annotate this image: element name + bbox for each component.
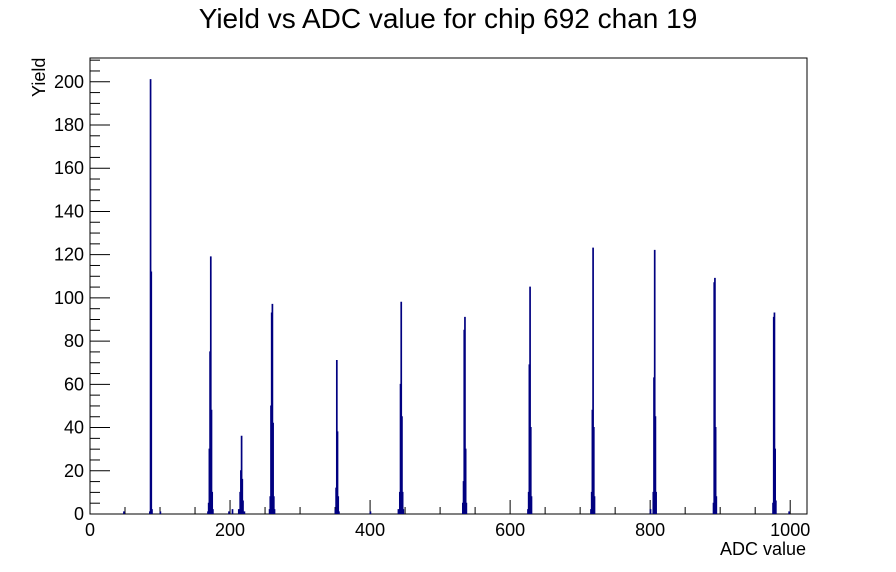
x-tick-label: 600 [495, 520, 525, 540]
chart-title: Yield vs ADC value for chip 692 chan 19 [199, 3, 698, 34]
histogram-bin [336, 431, 339, 514]
histogram-bin [150, 271, 153, 514]
y-axis-title: Yield [29, 58, 49, 97]
y-tick-label: 100 [54, 288, 84, 308]
y-tick-label: 180 [54, 115, 84, 135]
histogram-bin [654, 416, 657, 514]
histogram-bin [337, 496, 340, 514]
histogram-bin [464, 316, 466, 514]
histogram-bin [211, 491, 214, 514]
x-axis-title: ADC value [720, 539, 806, 559]
histogram-bin [272, 422, 274, 514]
x-tick-label: 0 [85, 520, 95, 540]
histogram-bin [529, 427, 532, 514]
y-tick-label: 80 [64, 331, 84, 351]
histogram-bin [241, 478, 244, 514]
histogram-bin [592, 247, 594, 514]
histogram-bin [231, 509, 234, 514]
histogram-bin [397, 509, 400, 514]
histogram-bin [774, 448, 776, 514]
histogram-bin [530, 496, 533, 514]
histogram-bin [465, 502, 468, 514]
y-axis: 0 20 40 60 80 100 120 140 160 180 200 [54, 59, 110, 524]
histogram-bin [210, 409, 213, 514]
histogram-bin [369, 511, 372, 514]
histogram-series [123, 79, 790, 514]
y-tick-label: 40 [64, 418, 84, 438]
histogram-bin [237, 509, 240, 514]
histogram-bin [209, 256, 212, 514]
histogram-bin [401, 491, 404, 514]
histogram-bin [592, 427, 595, 514]
histogram-bin [774, 500, 777, 514]
histogram-bin [228, 511, 230, 514]
histogram-bin [273, 509, 276, 514]
histogram-bin [151, 509, 153, 514]
histogram-bin [338, 511, 340, 514]
histogram-bin [123, 511, 125, 514]
histogram-bin [243, 511, 246, 514]
plot-area-border [89, 57, 808, 515]
y-tick-label: 160 [54, 158, 84, 178]
histogram-bin [649, 509, 652, 514]
histogram-bin [271, 303, 274, 514]
histogram-bin [242, 500, 244, 514]
histogram-bin [402, 509, 405, 514]
histogram-bin [159, 511, 162, 514]
x-tick-label: 400 [355, 520, 385, 540]
y-tick-label: 0 [74, 504, 84, 524]
y-tick-label: 20 [64, 461, 84, 481]
x-tick-label: 1000 [770, 520, 810, 540]
x-tick-label: 800 [635, 520, 665, 540]
y-tick-label: 120 [54, 245, 84, 265]
histogram-bin [655, 491, 657, 514]
histogram-bin [715, 496, 718, 514]
histogram-bin [529, 286, 531, 514]
histogram-bin [714, 427, 717, 514]
y-tick-label: 140 [54, 201, 84, 221]
y-tick-label: 60 [64, 374, 84, 394]
histogram-bin [773, 312, 776, 514]
histogram-bin [714, 277, 716, 514]
histogram-bin [212, 509, 214, 514]
histogram-bin [593, 496, 596, 514]
histogram-bin [653, 249, 656, 514]
histogram-bin [464, 448, 467, 514]
y-tick-label: 200 [54, 72, 84, 92]
x-tick-label: 200 [215, 520, 245, 540]
histogram-bin [788, 511, 790, 514]
x-axis: 0 200 400 600 800 1000 [85, 500, 810, 540]
plot-frame [89, 57, 808, 515]
histogram-bin [272, 496, 275, 514]
histogram-bin [401, 416, 403, 514]
histogram-bin [400, 301, 403, 514]
histogram-bin [240, 435, 243, 514]
